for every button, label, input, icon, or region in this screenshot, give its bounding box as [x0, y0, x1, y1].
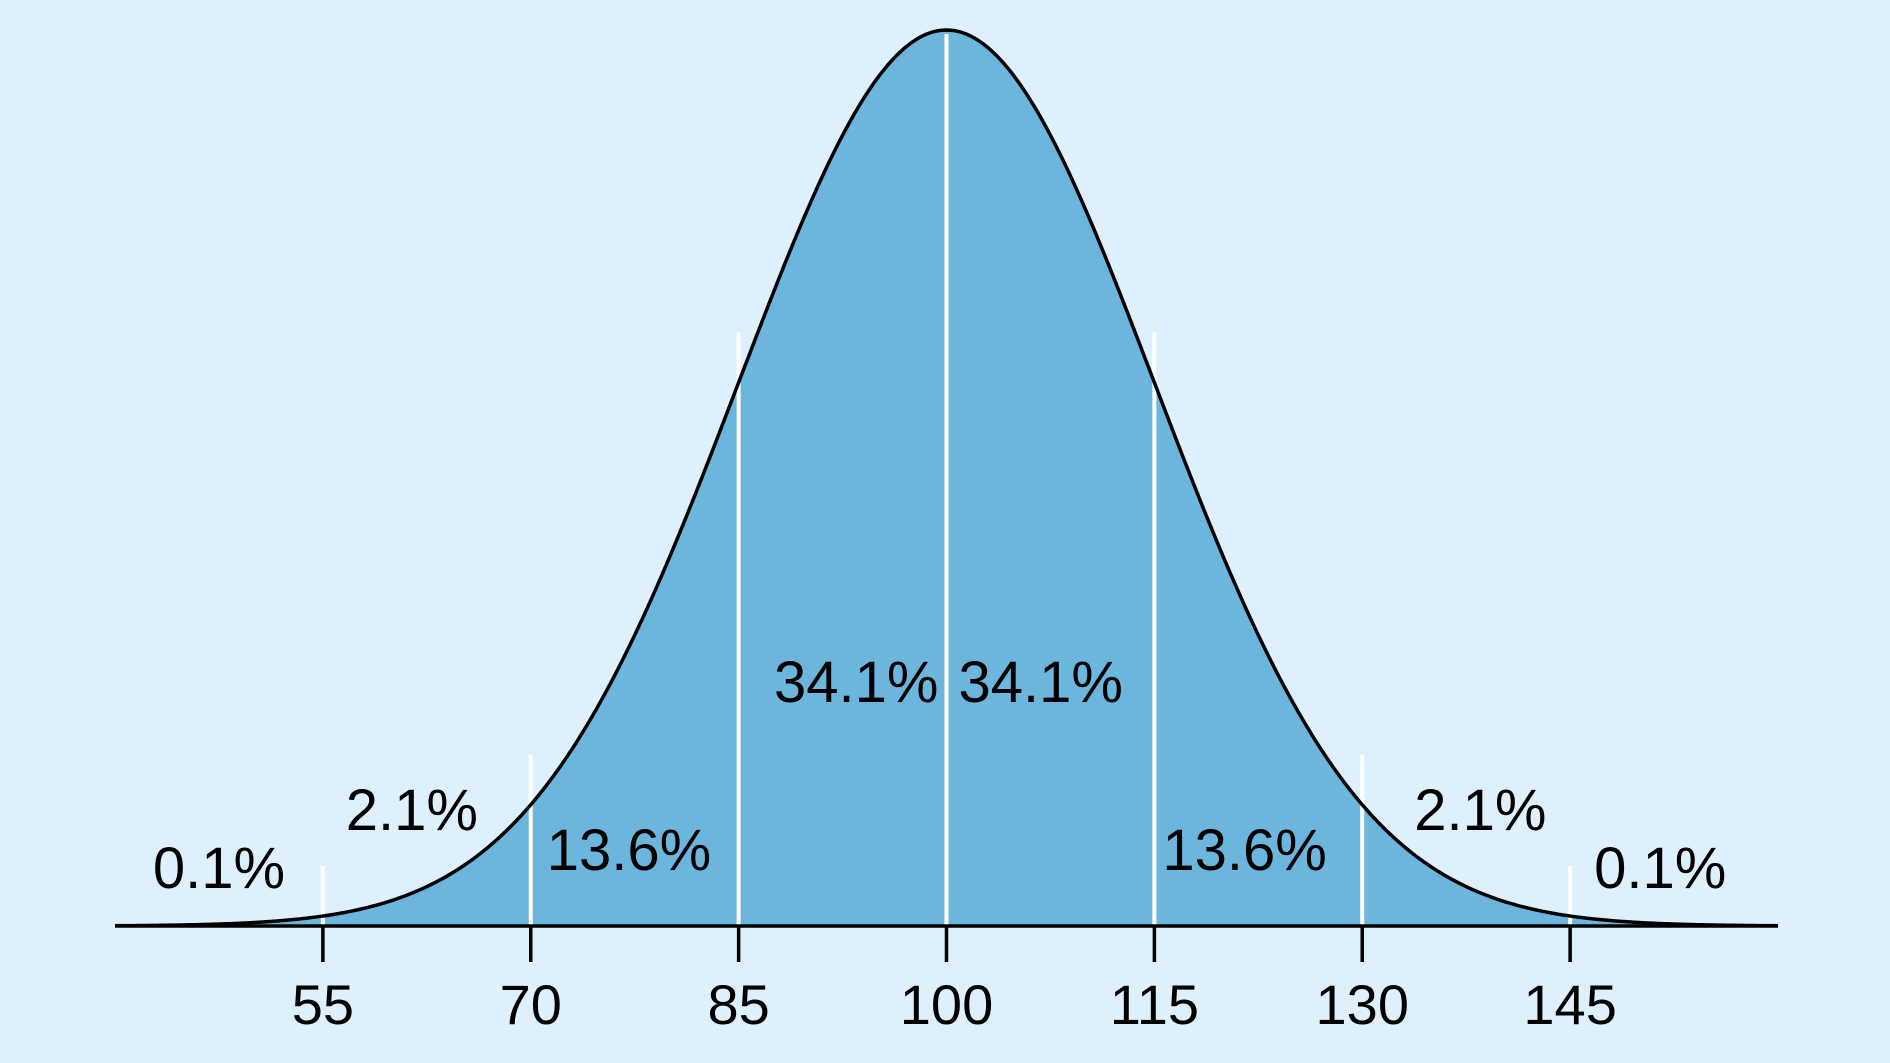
- band-label-above-145: 0.1%: [1594, 836, 1726, 901]
- band-label-85-100: 34.1%: [774, 650, 938, 715]
- density-curve: [114, 28, 1779, 928]
- band-label-115-130: 13.6%: [1162, 818, 1326, 883]
- x-tick-label-70: 70: [500, 973, 562, 1036]
- band-label-70-85: 13.6%: [547, 818, 711, 883]
- band-label-below-55: 0.1%: [153, 836, 285, 901]
- x-tick-label-130: 130: [1316, 973, 1409, 1036]
- band-label-100-115: 34.1%: [959, 650, 1123, 715]
- x-tick-label-115: 115: [1110, 973, 1199, 1036]
- x-tick-label-100: 100: [900, 973, 993, 1036]
- x-tick-label-85: 85: [707, 973, 769, 1036]
- band-label-55-70: 2.1%: [346, 778, 478, 843]
- x-tick-label-55: 55: [292, 973, 354, 1036]
- x-tick-label-145: 145: [1523, 973, 1616, 1036]
- band-label-130-145: 2.1%: [1414, 778, 1546, 843]
